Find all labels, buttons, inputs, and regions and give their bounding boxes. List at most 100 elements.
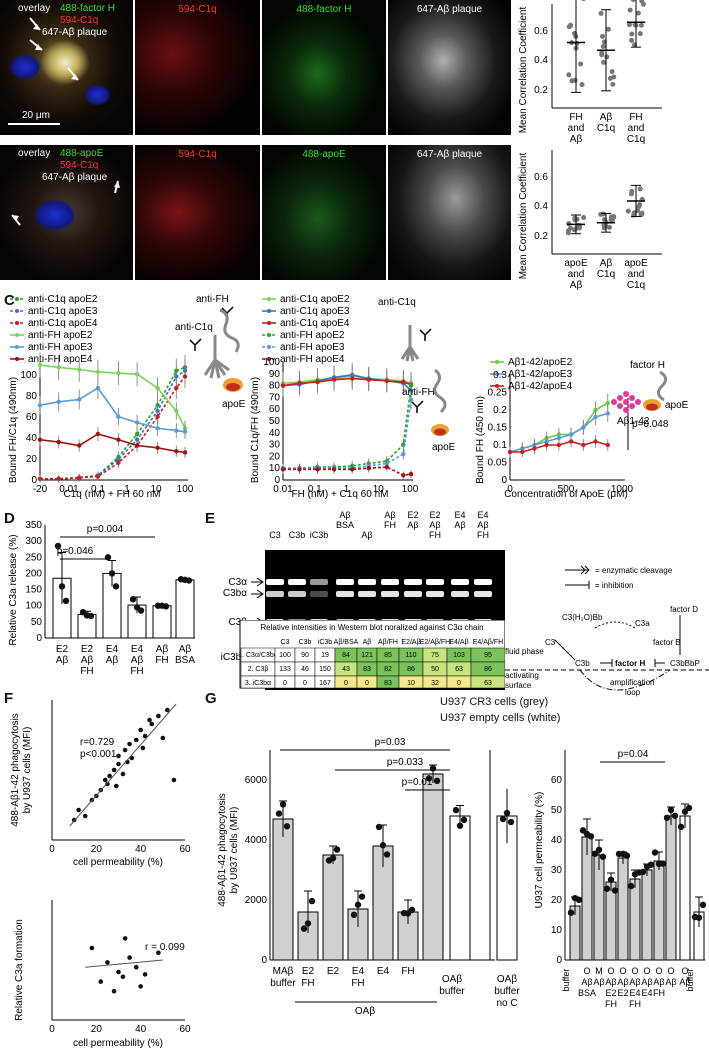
x-tick: 0.01	[59, 484, 79, 495]
a-cat: and	[628, 123, 645, 134]
data-point	[308, 897, 316, 905]
data-point	[565, 230, 571, 236]
y-tick: 90	[269, 369, 281, 380]
bar	[152, 605, 172, 639]
data-point	[283, 823, 291, 830]
data-point	[108, 570, 116, 577]
g-right-category: Aβ	[617, 977, 628, 987]
g-right-marks	[567, 803, 707, 961]
data-point	[122, 936, 128, 941]
lane-label: Aβ	[454, 520, 465, 530]
scheme-c3h2obb: C3(H₂O)Bb	[562, 613, 603, 622]
data-point	[134, 372, 140, 377]
schema-mid-fh: anti-FH	[402, 387, 435, 398]
data-point	[695, 914, 703, 921]
data-point	[608, 214, 614, 220]
data-point	[408, 383, 414, 388]
data-point	[174, 385, 179, 391]
scheme-c3a: C3a	[635, 619, 650, 628]
table-cell-text: 95	[484, 652, 492, 659]
panel-g-charts: 488-Aβ1-42 phagocytosis by U937 cells (M…	[217, 737, 707, 1017]
d-category: Aβ	[56, 655, 69, 666]
y-tick: 200	[25, 568, 42, 579]
g-left-category: FH	[351, 978, 364, 989]
g-right-category: Aβ	[641, 977, 652, 987]
c1q-schematic-mid: anti-C1q anti-FH apoE	[378, 297, 456, 453]
x-tick: 1	[344, 484, 350, 495]
blot-band	[474, 579, 492, 585]
data-point	[133, 737, 139, 743]
data-point	[605, 442, 610, 448]
data-point	[639, 210, 645, 216]
b-cat: apoE	[624, 258, 648, 269]
data-point	[62, 597, 70, 605]
band-label: C3α	[228, 577, 247, 588]
g-right-category: O	[583, 966, 590, 976]
data-point	[279, 801, 287, 808]
a-cat: Aβ	[570, 134, 583, 145]
data-point	[95, 474, 101, 479]
table-cell-text: 10	[407, 680, 415, 687]
data-point	[651, 849, 659, 856]
a-cat: C1q	[597, 123, 615, 134]
d-p2: p=0.046	[57, 546, 94, 557]
data-point	[383, 851, 391, 858]
data-point	[637, 202, 643, 208]
table-cell-text: 46	[301, 666, 309, 673]
a-cat: C1q	[627, 134, 645, 145]
scalebar-label: 20 μm	[22, 110, 50, 121]
y-tick: 150	[25, 585, 42, 596]
a-ytick: 0.6	[534, 26, 548, 37]
g-right-category: FH	[653, 988, 665, 998]
data-point	[507, 818, 515, 826]
table-cell-text: 0	[457, 680, 461, 687]
data-point	[595, 846, 603, 854]
data-point	[116, 761, 121, 767]
schema-left-apoe: apoE	[222, 399, 246, 410]
y-tick: 0	[501, 475, 507, 486]
data-point	[659, 860, 667, 867]
scheme-surface: surface	[505, 681, 532, 690]
legend-marker	[495, 372, 499, 376]
a-chart-ylabel: Mean Correlation Coefficient	[518, 7, 529, 134]
data-point	[630, 0, 636, 2]
d-ylabel: Relative C3a release (%)	[8, 534, 19, 645]
table-cell-text: 0	[344, 680, 348, 687]
y-tick: 70	[269, 392, 281, 403]
blot-band	[426, 579, 444, 585]
fh-channel-title: 488-factor H	[296, 4, 352, 15]
overlay-fh-label: 488-factor H	[60, 3, 116, 14]
data-point	[567, 909, 575, 916]
x-tick: 20	[91, 1024, 103, 1035]
blot-band	[310, 579, 328, 585]
y-tick: 2000	[245, 895, 268, 906]
blot-band	[451, 579, 469, 585]
f-top-marks	[69, 703, 177, 827]
d-category: FH	[130, 666, 143, 677]
panel-e-table: Relative intensities in Western blot nor…	[238, 620, 505, 689]
lane-label: Aβ	[407, 520, 418, 530]
c-left-marks	[37, 352, 188, 483]
data-point	[149, 721, 155, 727]
y-tick: 80	[26, 391, 38, 402]
y-tick: 0	[261, 955, 267, 966]
data-point	[408, 471, 414, 477]
lane-label: C3	[269, 530, 281, 540]
legend-marker	[15, 309, 19, 313]
data-point	[452, 806, 460, 814]
data-point	[155, 414, 160, 419]
data-point	[182, 429, 188, 434]
data-point	[566, 72, 572, 78]
series-line	[283, 399, 412, 469]
table-header: Aβ/FH	[378, 639, 398, 646]
f-top-xlabel: cell permeability (%)	[73, 857, 163, 868]
data-point	[358, 893, 366, 900]
data-point	[600, 43, 606, 49]
g-noc-mark	[496, 789, 518, 961]
data-point	[366, 377, 371, 382]
data-point	[138, 984, 143, 989]
data-point	[503, 809, 511, 817]
x-tick: 40	[135, 844, 147, 855]
data-point	[384, 378, 390, 384]
data-point	[116, 969, 121, 975]
